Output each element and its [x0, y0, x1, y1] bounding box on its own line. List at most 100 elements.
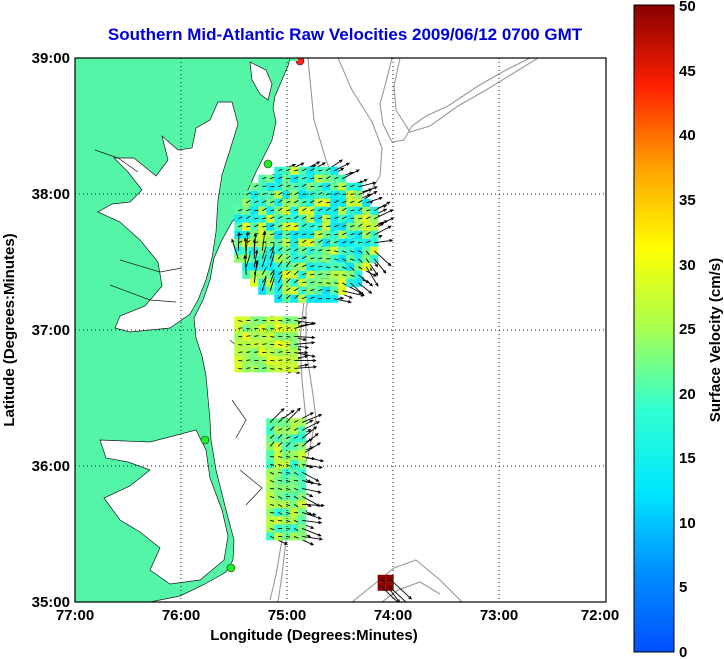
velocity-vector-head: [340, 167, 345, 172]
colorbar-tick-label: 40: [679, 127, 696, 144]
velocity-vector-head: [297, 407, 301, 412]
plot-area: [74, 55, 607, 603]
velocity-vector-head: [317, 516, 322, 520]
velocity-vector-head: [304, 354, 309, 359]
radar-station-marker[interactable]: [226, 563, 236, 573]
velocity-vector: [342, 290, 364, 297]
velocity-vector-head: [300, 162, 305, 166]
velocity-vector-head: [314, 432, 319, 437]
velocity-vector-head: [255, 259, 259, 264]
colorbar-tick-label: 10: [679, 515, 696, 532]
radar-station-marker[interactable]: [263, 159, 273, 169]
colorbar-tick-label: 50: [679, 0, 696, 15]
velocity-vector: [373, 258, 387, 274]
velocity-vector: [366, 197, 383, 204]
delaware-bay: [249, 61, 273, 101]
velocity-vector-head: [253, 232, 258, 237]
velocity-vector: [365, 266, 379, 287]
velocity-vector: [302, 479, 321, 486]
velocity-vector: [261, 231, 266, 251]
velocity-vector-head: [305, 345, 310, 349]
velocity-vector-head: [368, 290, 373, 294]
velocity-vector-head: [360, 291, 365, 296]
velocity-vector-head: [313, 426, 318, 430]
velocity-vector: [253, 250, 258, 267]
velocity-vector: [285, 408, 301, 423]
velocity-vector: [373, 250, 392, 267]
colorbar-tick-label: 45: [679, 63, 696, 80]
velocity-vector-head: [252, 238, 257, 243]
velocity-cell: [250, 364, 259, 373]
velocity-vector-head: [355, 169, 360, 173]
velocity-vector: [302, 535, 323, 540]
velocity-vector-head: [303, 316, 308, 320]
chesapeake-bay: [97, 101, 239, 333]
velocity-vector-head: [309, 419, 314, 423]
pamlico-sound: [99, 429, 229, 585]
velocity-vector-head: [262, 230, 267, 235]
velocity-cell: [250, 190, 259, 199]
velocity-cell: [250, 254, 259, 263]
velocity-vector: [244, 255, 247, 275]
velocity-vector: [374, 239, 393, 244]
grid-lines: [75, 58, 606, 602]
velocity-vector: [269, 250, 276, 267]
velocity-vector-head: [254, 249, 259, 254]
velocity-cell: [250, 222, 259, 231]
velocity-vector: [358, 274, 373, 287]
map-title: Southern Mid-Atlantic Raw Velocities 200…: [108, 25, 583, 44]
colorbar-tick-label: 15: [679, 450, 696, 467]
velocity-vector-head: [348, 295, 353, 299]
radar-station-marker[interactable]: [290, 55, 298, 61]
velocity-vector-head: [245, 230, 250, 235]
velocity-vector-head: [304, 363, 309, 367]
velocity-vector-head: [319, 537, 324, 541]
y-tick-label: 39:00: [32, 50, 70, 67]
velocity-vector-head: [290, 409, 295, 414]
velocity-vector: [334, 162, 350, 172]
x-tick-label: 75:00: [268, 607, 306, 624]
x-tick-label: 72:00: [581, 607, 619, 624]
velocity-vector: [381, 586, 399, 602]
velocity-vector-head: [243, 254, 247, 259]
colorbar-gradient: [633, 4, 675, 653]
velocity-vector: [358, 266, 377, 277]
velocity-vector: [293, 535, 314, 546]
velocity-vector-head: [318, 520, 323, 525]
velocity-vector: [261, 275, 268, 291]
velocity-cell: [250, 230, 259, 239]
velocity-cell: [250, 316, 259, 325]
velocity-vector-head: [316, 503, 321, 507]
colorbar-tick-label: 0: [679, 644, 687, 659]
velocity-vector: [302, 487, 321, 493]
velocity-vector-head: [374, 272, 379, 276]
velocity-vector-head: [312, 322, 317, 326]
velocity-vector-head: [320, 458, 325, 463]
velocity-vector: [294, 319, 315, 325]
colorbar-label: Surface Velocity (cm/s): [707, 258, 724, 422]
x-axis: 77:00 76:00 75:00 74:00 73:00 72:00 Long…: [56, 607, 619, 644]
radar-station-marker[interactable]: [200, 435, 210, 445]
velocity-vector: [342, 169, 360, 180]
velocity-vector: [301, 527, 321, 537]
velocity-vector-head: [347, 300, 352, 304]
velocity-vector-head: [319, 465, 324, 469]
velocity-field: [231, 159, 413, 602]
velocity-vector-head: [308, 438, 313, 442]
velocity-vector-head: [311, 335, 316, 340]
velocity-vector-head: [373, 190, 378, 195]
velocity-vector-head: [312, 512, 317, 517]
velocity-vector-head: [369, 282, 374, 287]
velocity-vector-head: [389, 238, 394, 243]
velocity-vector-head: [284, 541, 288, 545]
velocity-vector-head: [309, 412, 314, 416]
velocity-vector-head: [313, 365, 318, 369]
velocity-vector: [358, 182, 376, 188]
velocity-vector-head: [317, 490, 322, 494]
y-tick-label: 37:00: [32, 322, 70, 339]
velocity-vector: [302, 463, 323, 469]
velocity-cell: [250, 270, 259, 279]
velocity-vector: [301, 496, 320, 507]
x-tick-label: 74:00: [374, 607, 412, 624]
